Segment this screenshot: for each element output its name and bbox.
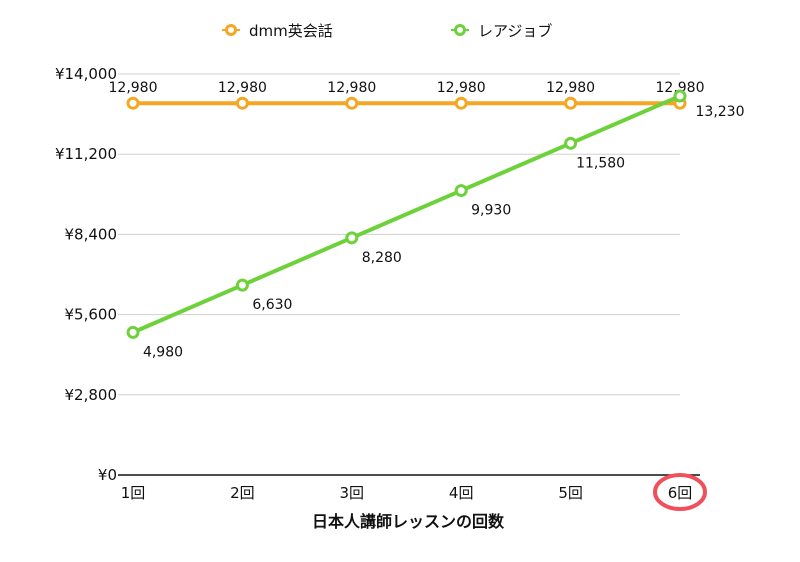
data-label: 11,580 — [576, 155, 625, 171]
data-point — [345, 96, 359, 110]
legend-item: dmm英会話 — [222, 22, 333, 40]
data-point — [235, 96, 249, 110]
x-tick-label: 3回 — [340, 484, 365, 502]
data-label: 12,980 — [327, 80, 376, 96]
data-label: 8,280 — [362, 250, 402, 266]
data-label: 12,980 — [437, 80, 486, 96]
x-tick-label: 1回 — [121, 484, 146, 502]
y-tick-label: ¥2,800 — [65, 386, 118, 404]
y-axis-ticks: ¥0 ¥2,800 ¥5,600 ¥8,400 ¥11,200 ¥14,000 — [55, 65, 117, 484]
legend: dmm英会話 レアジョブ — [222, 22, 552, 40]
series-group: 12,980 12,980 12,980 12,980 12,980 12,9804,98… — [109, 80, 745, 360]
data-point — [564, 96, 578, 110]
data-point — [564, 136, 578, 150]
series-2: 4,980 6,630 8,280 9,930 11,580 13,230 — [126, 89, 745, 360]
data-label: 4,980 — [143, 344, 183, 360]
legend-label: レアジョブ — [478, 22, 552, 40]
data-point — [126, 325, 140, 339]
y-tick-label: ¥14,000 — [55, 65, 117, 83]
series-1: 12,980 12,980 12,980 12,980 12,980 12,980 — [109, 80, 705, 110]
y-tick-label: ¥5,600 — [65, 306, 118, 324]
y-tick-label: ¥11,200 — [55, 145, 117, 163]
legend-item: レアジョブ — [451, 22, 552, 40]
series-line — [132, 94, 681, 335]
x-axis-label: 日本人講師レッスンの回数 — [312, 512, 505, 531]
data-label: 12,980 — [656, 80, 705, 96]
x-tick-label: 2回 — [230, 484, 255, 502]
x-tick-label: 5回 — [558, 484, 583, 502]
data-point — [454, 184, 468, 198]
y-tick-label: ¥0 — [98, 466, 117, 484]
highlight-circle — [653, 473, 707, 511]
legend-label: dmm英会話 — [249, 22, 333, 40]
data-label: 12,980 — [546, 80, 595, 96]
data-point — [345, 231, 359, 245]
x-tick-label: 6回 — [668, 484, 693, 502]
data-label: 13,230 — [696, 104, 745, 120]
y-tick-label: ¥8,400 — [65, 225, 118, 243]
data-label: 12,980 — [109, 80, 158, 96]
x-axis-ticks: 1回 2回 3回 4回 5回 6回 — [121, 473, 707, 511]
data-point — [235, 278, 249, 292]
gridlines — [118, 73, 680, 396]
data-label: 9,930 — [471, 203, 511, 219]
legend-swatch-marker — [454, 24, 466, 36]
x-tick-label: 4回 — [449, 484, 474, 502]
legend-swatch-marker — [225, 24, 237, 36]
data-label: 6,630 — [252, 297, 292, 313]
data-point — [454, 96, 468, 110]
data-point — [673, 89, 687, 103]
data-point — [126, 96, 140, 110]
data-label: 12,980 — [218, 80, 267, 96]
